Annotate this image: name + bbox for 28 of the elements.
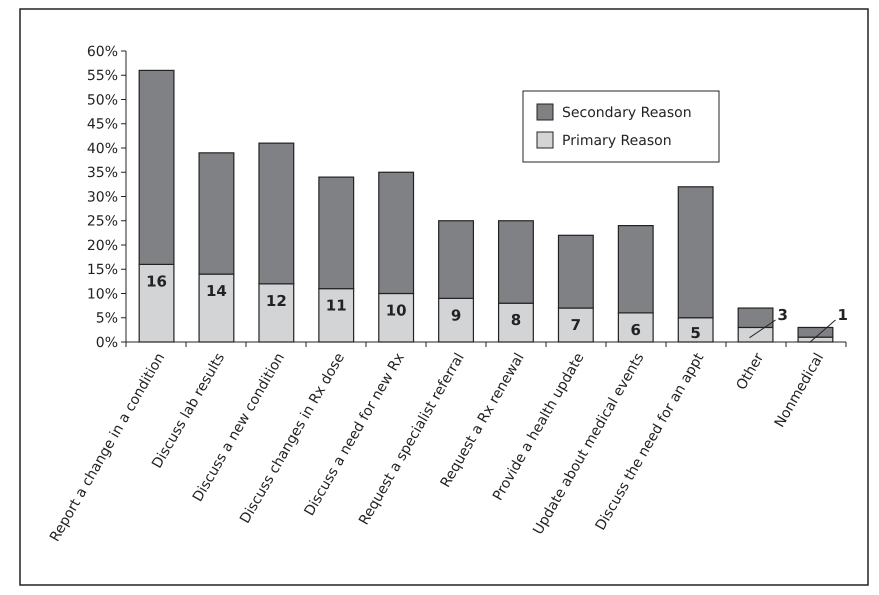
y-tick-label: 15% xyxy=(86,262,118,278)
y-tick-label: 50% xyxy=(86,92,118,108)
data-label: 12 xyxy=(266,292,287,310)
bar xyxy=(797,326,834,338)
legend-label: Secondary Reason xyxy=(562,104,692,121)
y-tick-label: 0% xyxy=(96,334,118,351)
data-label: 1 xyxy=(837,306,848,324)
y-tick-label: 55% xyxy=(86,68,118,84)
data-label: 5 xyxy=(690,324,701,342)
y-tick-label: 25% xyxy=(86,214,118,230)
legend-label: Primary Reason xyxy=(562,132,672,149)
data-label: 6 xyxy=(630,320,641,339)
y-tick-label: 20% xyxy=(86,238,118,254)
y-tick-label: 30% xyxy=(86,189,118,206)
y-tick-label: 35% xyxy=(86,165,118,182)
data-label: 11 xyxy=(326,296,347,315)
y-tick-label: 45% xyxy=(86,116,118,133)
data-label: 3 xyxy=(778,306,788,324)
y-tick-label: 10% xyxy=(86,286,118,302)
data-label: 10 xyxy=(386,302,407,320)
data-label: 7 xyxy=(570,316,582,334)
y-tick-label: 40% xyxy=(86,140,118,157)
data-label: 14 xyxy=(206,282,227,300)
data-label: 9 xyxy=(450,306,462,324)
y-tick-label: 60% xyxy=(86,44,118,60)
y-tick-label: 5% xyxy=(96,310,118,327)
data-label: 8 xyxy=(510,311,522,330)
data-label: 16 xyxy=(146,272,167,290)
